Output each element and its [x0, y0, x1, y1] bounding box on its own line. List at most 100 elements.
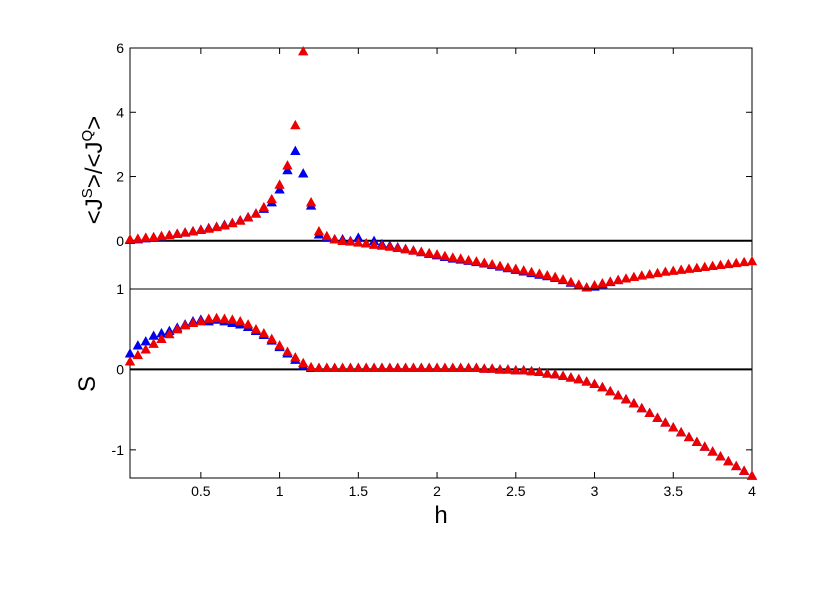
bottom-series-2-point	[416, 362, 427, 372]
top-series-2-point	[164, 229, 175, 240]
bottom-panel: 1 0 -1 0.5 1 1.5 2 2.5 3 3.5 4 S h	[74, 48, 758, 529]
top-series-2-point	[298, 46, 309, 56]
top-y-axis-label: <JS>/<JQ>	[79, 116, 108, 224]
top-series-2-point	[337, 235, 348, 245]
top-series-2-point	[219, 220, 230, 230]
top-series-2-point	[723, 258, 734, 269]
bottom-series-2-point	[368, 362, 380, 372]
top-series-2-point	[195, 224, 207, 235]
bottom-y-tick-label: 0	[116, 361, 124, 377]
x-tick-label: 0.5	[191, 483, 211, 499]
bottom-series-2-point	[164, 328, 175, 339]
top-series-2-point	[172, 228, 183, 238]
bottom-series-2-point	[400, 362, 411, 372]
top-series-2-point	[156, 230, 167, 241]
bottom-series-2-point	[140, 344, 151, 354]
top-series-2-point	[675, 264, 687, 274]
top-series-2-point	[494, 260, 506, 271]
top-series-2-point	[345, 236, 356, 246]
bottom-series-2-point	[494, 364, 506, 374]
bottom-series-2-point	[321, 362, 333, 372]
bottom-series-2-point	[565, 372, 577, 382]
bottom-series-2-point	[479, 363, 490, 373]
top-data-points	[124, 46, 758, 292]
top-series-2-point	[274, 179, 285, 189]
top-series-2-point	[416, 246, 427, 256]
top-series-2-point	[329, 233, 340, 244]
x-tick-label: 3	[591, 483, 599, 499]
top-series-1-point	[274, 184, 285, 194]
bottom-series-2-point	[526, 365, 537, 376]
bottom-series-2-point	[573, 373, 584, 384]
x-tick-label: 3.5	[664, 483, 684, 499]
bottom-series-2-point	[691, 436, 703, 446]
bottom-series-2-point	[447, 362, 459, 372]
bottom-series-2-point	[534, 366, 545, 376]
bottom-series-2-point	[471, 362, 482, 372]
top-series-2-point	[597, 278, 608, 288]
top-series-2-point	[313, 225, 325, 236]
bottom-series-2-point	[660, 417, 671, 427]
top-plot-frame	[129, 47, 753, 290]
bottom-series-2-point	[298, 357, 309, 368]
top-series-2-point	[683, 263, 695, 273]
bottom-series-2-point	[179, 319, 191, 330]
bottom-series-2-point	[313, 362, 325, 372]
x-tick-label: 4	[748, 483, 756, 499]
top-series-2-point	[471, 256, 482, 266]
top-series-2-point	[652, 267, 663, 278]
bottom-series-2-point	[250, 324, 262, 334]
top-series-2-point	[605, 276, 616, 286]
bottom-series-2-point	[644, 407, 655, 418]
top-series-2-point	[691, 262, 703, 272]
bottom-series-2-point	[148, 338, 159, 348]
top-series-2-point	[549, 271, 561, 281]
bottom-series-2-point	[274, 340, 285, 350]
top-series-2-point	[423, 247, 435, 258]
bottom-series-2-point	[124, 356, 136, 366]
bottom-series-2-point	[486, 363, 498, 373]
top-series-2-point	[439, 250, 451, 261]
top-series-2-point	[353, 237, 364, 247]
top-series-2-point	[636, 270, 647, 280]
bottom-series-2-point	[132, 349, 144, 360]
bottom-series-2-point	[636, 402, 647, 413]
bottom-series-2-point	[542, 368, 553, 378]
bottom-series-2-point	[361, 362, 372, 372]
bottom-series-2-point	[699, 441, 710, 451]
top-y-tick-label: 6	[116, 40, 124, 56]
top-series-2-point	[573, 279, 584, 289]
top-series-2-point	[368, 239, 380, 249]
bottom-series-2-point	[203, 313, 214, 323]
bottom-series-2-point	[337, 362, 348, 372]
bottom-series-2-point	[731, 460, 742, 471]
bottom-series-2-point	[738, 465, 750, 475]
bottom-series-2-point	[605, 385, 616, 396]
bottom-series-2-point	[384, 362, 396, 372]
bottom-series-2-point	[439, 362, 451, 372]
top-series-2-point	[392, 242, 403, 253]
top-series-2-point	[644, 269, 655, 279]
bottom-series-1-point	[148, 330, 159, 340]
bottom-series-2-point	[423, 362, 435, 372]
top-series-2-point	[557, 274, 569, 284]
top-series-2-point	[235, 215, 246, 225]
bottom-series-2-point	[597, 381, 608, 392]
top-series-2-point	[463, 254, 474, 265]
top-y-tick-label: 2	[116, 169, 124, 185]
bottom-y-ticks: 1 0 -1	[112, 281, 752, 458]
bottom-y-tick-label: -1	[112, 442, 125, 458]
top-series-2-point	[731, 257, 742, 268]
top-series-2-point	[179, 227, 191, 237]
bottom-series-2-point	[329, 362, 340, 372]
top-series-2-point	[455, 253, 466, 263]
top-series-2-point	[258, 201, 270, 212]
x-tick-label: 1.5	[349, 483, 369, 499]
top-series-2-point	[227, 217, 238, 228]
bottom-series-2-point	[549, 369, 561, 379]
bottom-series-1-point	[140, 336, 151, 346]
bottom-series-2-point	[266, 333, 277, 344]
top-series-2-point	[305, 197, 317, 207]
